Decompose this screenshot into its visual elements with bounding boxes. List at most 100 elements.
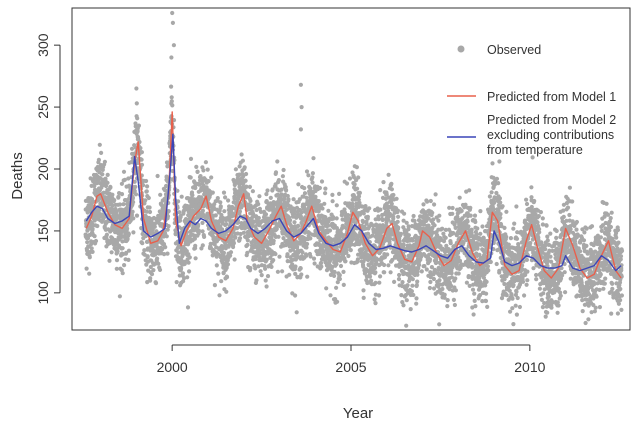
observed-point <box>468 213 473 218</box>
observed-point <box>531 266 536 271</box>
observed-point <box>494 176 500 181</box>
observed-point <box>318 260 324 266</box>
observed-point <box>502 225 507 230</box>
observed-point <box>196 229 202 234</box>
observed-point <box>133 184 138 189</box>
observed-point <box>177 210 182 215</box>
observed-point <box>226 198 231 203</box>
observed-point <box>391 192 396 198</box>
observed-point <box>377 280 382 285</box>
observed-point <box>324 286 329 291</box>
observed-point <box>248 198 253 203</box>
observed-point <box>410 283 415 288</box>
observed-point <box>430 210 435 215</box>
observed-point <box>200 229 205 234</box>
observed-point <box>388 270 393 275</box>
observed-point <box>117 202 123 207</box>
observed-point <box>535 220 540 225</box>
observed-point <box>540 222 546 227</box>
observed-point <box>397 272 402 278</box>
observed-point <box>453 288 458 293</box>
observed-point <box>437 278 442 283</box>
observed-point <box>515 295 520 301</box>
observed-point <box>392 279 397 284</box>
observed-point <box>378 274 383 279</box>
observed-point <box>126 257 131 262</box>
observed-point <box>89 246 94 251</box>
observed-point <box>200 243 205 248</box>
observed-point <box>216 271 221 276</box>
observed-point <box>500 204 505 209</box>
observed-point <box>187 255 192 260</box>
observed-point <box>180 271 186 276</box>
observed-point <box>231 241 236 246</box>
observed-point <box>237 236 243 241</box>
observed-point <box>194 164 199 169</box>
observed-point <box>166 224 171 229</box>
observed-point <box>466 224 471 229</box>
observed-point <box>524 282 529 287</box>
observed-point <box>311 156 316 161</box>
observed-point <box>185 305 191 310</box>
observed-point <box>221 190 227 195</box>
observed-point <box>126 248 132 253</box>
observed-point <box>478 231 483 236</box>
observed-point <box>319 179 325 184</box>
observed-point <box>323 186 328 191</box>
observed-point <box>498 212 503 217</box>
observed-point <box>244 184 249 189</box>
observed-point <box>87 255 92 260</box>
observed-point <box>410 277 415 282</box>
observed-point <box>164 234 169 239</box>
observed-point <box>117 294 122 299</box>
observed-point <box>357 190 362 195</box>
observed-point <box>114 258 120 263</box>
observed-point <box>196 222 201 227</box>
observed-point <box>450 211 455 216</box>
observed-point <box>431 286 437 291</box>
observed-point <box>281 167 286 173</box>
observed-point <box>401 242 406 247</box>
observed-point <box>276 178 281 183</box>
observed-point <box>269 235 274 240</box>
observed-point <box>548 254 553 259</box>
observed-point <box>525 278 530 283</box>
observed-point <box>273 251 278 257</box>
observed-point <box>264 192 269 197</box>
observed-point <box>498 200 503 205</box>
observed-point <box>134 101 139 106</box>
observed-point <box>475 246 480 251</box>
observed-point <box>529 204 534 210</box>
observed-point <box>200 220 205 225</box>
observed-point <box>488 259 493 265</box>
observed-point <box>472 298 477 303</box>
observed-point <box>110 192 115 197</box>
observed-point <box>291 197 296 202</box>
observed-point <box>513 303 518 308</box>
observed-point <box>404 323 409 328</box>
observed-point <box>443 235 448 240</box>
observed-point <box>411 292 416 298</box>
observed-point <box>263 278 268 283</box>
observed-point <box>494 261 499 267</box>
observed-point <box>310 180 315 185</box>
observed-point <box>271 238 276 243</box>
observed-point <box>257 194 262 199</box>
observed-point <box>133 192 139 197</box>
observed-point <box>385 252 390 257</box>
observed-point <box>218 200 223 205</box>
observed-point <box>144 189 149 194</box>
observed-point <box>528 240 533 246</box>
observed-point <box>233 235 238 240</box>
observed-point <box>534 277 539 282</box>
observed-point <box>288 218 293 223</box>
observed-point <box>524 197 529 202</box>
observed-point <box>122 177 127 182</box>
observed-point <box>424 267 429 272</box>
observed-point <box>425 199 430 204</box>
observed-point <box>179 194 184 199</box>
observed-point <box>147 209 153 215</box>
observed-point <box>109 250 114 255</box>
observed-point <box>437 322 442 327</box>
observed-point <box>486 268 491 273</box>
